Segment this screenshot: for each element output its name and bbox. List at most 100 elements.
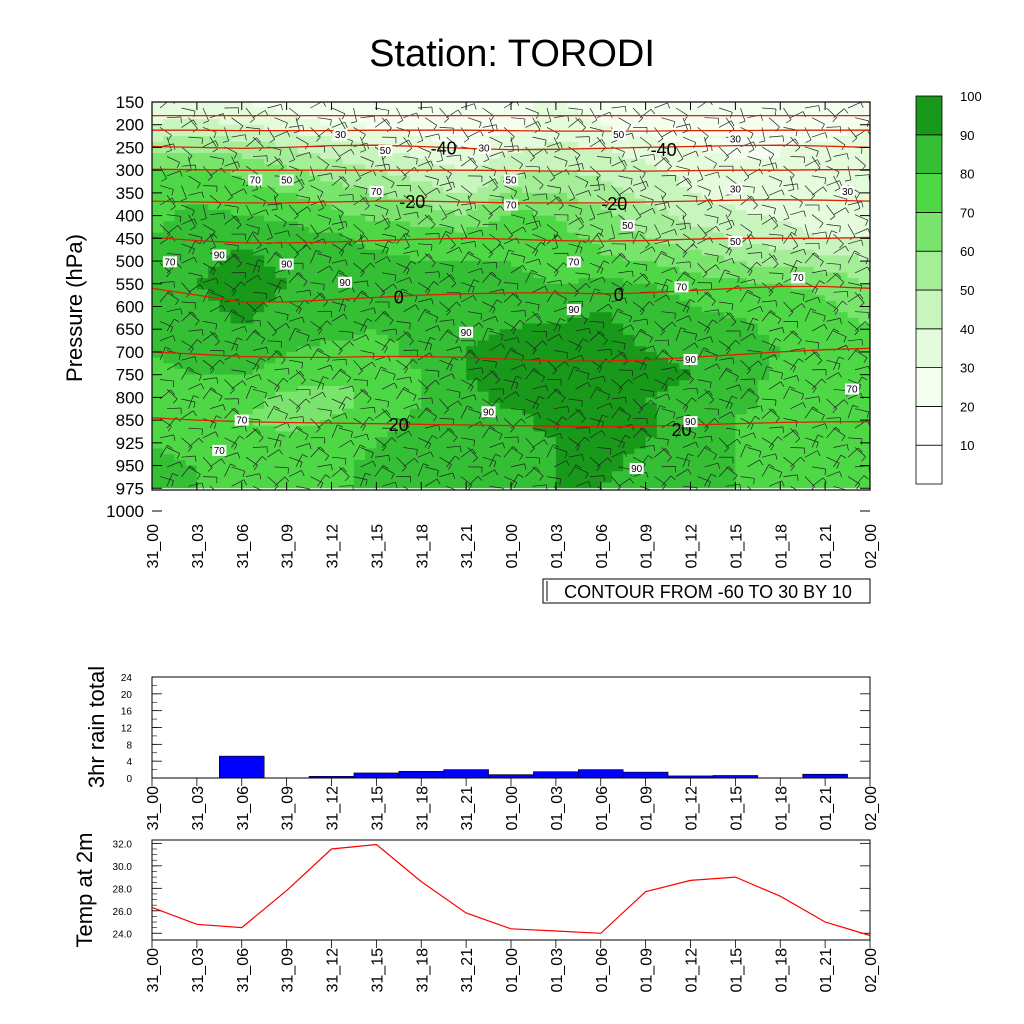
rh-cell: [443, 312, 456, 319]
rh-cell: [185, 192, 198, 200]
wind-barb-flag: [271, 208, 278, 211]
rh-cell: [567, 232, 579, 239]
rh-cell: [499, 329, 512, 336]
rh-cell: [668, 238, 680, 245]
rh-cell: [813, 136, 826, 143]
wind-barb-flag: [473, 103, 477, 110]
wind-barb-flag: [610, 157, 612, 164]
rh-cell: [712, 102, 725, 109]
rh-cell: [320, 431, 333, 438]
rh-cell: [410, 136, 422, 143]
rh-cell: [252, 102, 265, 109]
rh-cell: [679, 113, 692, 120]
wind-barb-flag: [167, 135, 172, 141]
rh-cell: [611, 204, 624, 211]
wind-barb-flag: [866, 120, 869, 127]
rh-cell: [477, 289, 490, 296]
rh-cell: [544, 351, 557, 359]
rh-cell: [342, 272, 355, 279]
rh-cell: [230, 147, 243, 154]
rh-cell: [780, 107, 793, 114]
rh-cell: [163, 221, 176, 228]
rh-cell: [544, 192, 557, 200]
rh-cell: [488, 295, 501, 302]
rh-cell: [387, 454, 400, 461]
rh-cell: [443, 317, 456, 325]
rh-cell: [690, 312, 703, 319]
rh-cell: [376, 323, 389, 330]
rh-cell: [836, 397, 849, 404]
rh-cell: [847, 221, 860, 228]
wind-barb: [826, 146, 832, 161]
rh-cell: [174, 232, 187, 239]
rh-cell: [746, 425, 759, 433]
rh-cell: [286, 374, 299, 381]
rh-cell: [342, 124, 355, 132]
rh-cell: [252, 425, 265, 433]
rh-cell: [297, 442, 310, 450]
rh-cell: [353, 459, 366, 467]
rh-cell: [511, 119, 523, 126]
rh-cell: [668, 471, 680, 478]
rh-cell: [488, 431, 501, 438]
rh-cell: [421, 465, 434, 472]
rh-cell: [387, 158, 400, 166]
wind-barb: [718, 185, 724, 200]
wind-barb: [446, 154, 461, 157]
rh-cell: [252, 408, 265, 416]
rh-cell: [858, 141, 870, 149]
rh-cell: [544, 136, 557, 143]
rh-cell: [656, 425, 669, 433]
rh-cell: [152, 397, 164, 404]
rh-cell: [578, 448, 591, 455]
rh-cell: [578, 232, 591, 239]
rh-cell: [208, 261, 220, 268]
rh-cell: [724, 386, 736, 393]
wind-barb-flag: [309, 152, 312, 159]
rh-cell: [578, 482, 591, 489]
rh-cell: [152, 102, 164, 109]
rh-cell: [847, 374, 860, 381]
rh-cell: [802, 119, 815, 126]
rh-cell: [432, 312, 445, 319]
rh-cell: [847, 340, 860, 347]
rh-cell: [735, 130, 748, 137]
rh-cell: [600, 317, 613, 325]
rh-cell: [522, 317, 535, 325]
rh-cell: [387, 476, 400, 484]
rh-cell: [466, 403, 478, 410]
rh-cell: [780, 175, 793, 183]
rh-cell: [769, 346, 781, 353]
rh-cell: [488, 283, 501, 291]
rh-cell: [712, 153, 725, 160]
rh-cell: [387, 107, 400, 114]
rh-cell: [320, 312, 333, 319]
rh-cell: [522, 482, 535, 489]
rh-cell: [589, 175, 602, 183]
rh-cell: [342, 204, 355, 211]
rh-cell: [196, 317, 209, 325]
rh-cell: [185, 420, 198, 427]
wind-barb-flag: [816, 151, 819, 157]
rh-cell: [757, 323, 770, 330]
wind-barb-flag: [758, 140, 765, 143]
rh-cell: [668, 442, 680, 450]
rh-cell: [735, 170, 748, 177]
rh-cell: [174, 107, 187, 114]
rh-cell: [443, 141, 456, 149]
wind-barb-flag: [787, 189, 794, 192]
wind-barb-flag: [559, 142, 563, 149]
rh-cell: [544, 102, 557, 109]
rh-cell: [376, 283, 389, 291]
wind-barb-flag: [411, 203, 416, 209]
rh-cell: [309, 244, 321, 251]
rh-cell: [712, 391, 725, 398]
rh-cell: [623, 119, 636, 126]
wind-barb: [682, 175, 693, 188]
rh-cell: [376, 266, 389, 274]
rh-cell: [544, 312, 557, 319]
rh-cell: [387, 119, 400, 126]
rh-cell: [477, 323, 490, 330]
rh-cell: [163, 425, 176, 433]
rh-cell: [353, 323, 366, 330]
